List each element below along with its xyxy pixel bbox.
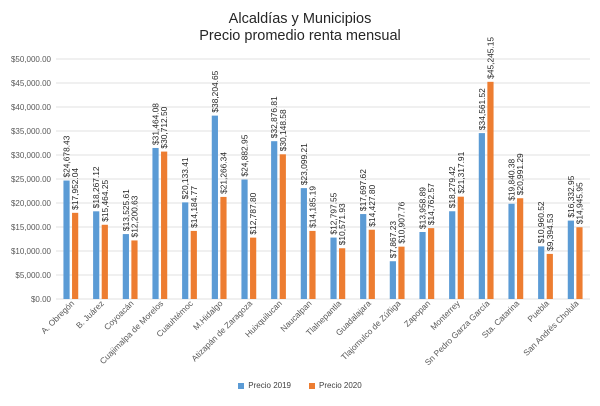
chart-legend: Precio 2019 Precio 2020: [0, 381, 600, 390]
data-label-2019: $17,697.62: [358, 169, 368, 211]
chart-subtitle: Precio promedio renta mensual: [199, 28, 401, 44]
y-tick-label: $15,000.00: [11, 223, 52, 232]
bar-2019: [567, 220, 574, 299]
legend-swatch-2019: [238, 382, 245, 389]
bar-2019: [478, 133, 485, 299]
bar-2020: [72, 212, 79, 299]
data-label-2019: $10,960.52: [536, 201, 546, 243]
y-tick-label: $25,000.00: [11, 175, 52, 184]
data-label-2020: $10,907.76: [396, 201, 406, 243]
bar-2020: [517, 198, 524, 299]
bar-2020: [190, 230, 197, 299]
bar-2020: [101, 224, 108, 299]
data-label-2020: $14,427.80: [367, 184, 377, 226]
data-label-2020: $9,394.53: [545, 213, 555, 251]
bar-2019: [360, 214, 367, 299]
data-label-2020: $21,317.91: [456, 151, 466, 193]
bar-2019: [300, 188, 307, 299]
x-tick-label: San Andrés Cholula: [521, 298, 581, 358]
bar-2019: [122, 234, 129, 299]
bar-2020: [368, 229, 375, 299]
data-label-2019: $18,279.42: [447, 166, 457, 208]
data-label-2019: $18,267.12: [91, 166, 101, 208]
data-label-2020: $21,266.34: [218, 152, 228, 194]
y-tick-label: $35,000.00: [11, 127, 52, 136]
data-label-2020: $14,762.57: [426, 183, 436, 225]
y-tick-label: $5,000.00: [15, 271, 51, 280]
legend-item-2019: Precio 2019: [238, 381, 291, 390]
data-label-2020: $30,712.50: [159, 106, 169, 148]
data-label-2020: $12,200.63: [129, 195, 139, 237]
bar-2019: [449, 211, 456, 299]
bar-2020: [428, 228, 435, 299]
data-label-2020: $15,464.25: [100, 180, 110, 222]
bar-2019: [419, 231, 426, 299]
bar-2019: [538, 246, 545, 299]
bar-2020: [131, 240, 138, 299]
bar-2020: [250, 237, 257, 299]
chart-title: Alcaldías y Municipios: [228, 11, 372, 27]
bar-2020: [161, 151, 168, 299]
legend-swatch-2020: [309, 382, 315, 389]
data-label-2020: $10,571.93: [337, 203, 347, 245]
data-label-2019: $19,840.38: [507, 159, 517, 201]
bar-2019: [93, 211, 100, 299]
data-label-2020: $17,952.04: [70, 168, 80, 210]
y-tick-label: $40,000.00: [11, 103, 52, 112]
data-label-2019: $13,525.61: [121, 189, 131, 231]
data-label-2020: $14,185.19: [307, 186, 317, 228]
bar-2019: [271, 141, 278, 299]
bar-2019: [182, 202, 189, 299]
y-tick-label: $20,000.00: [11, 199, 52, 208]
bar-2020: [309, 230, 316, 299]
bar-2019: [241, 179, 248, 299]
data-label-2020: $45,245.15: [485, 37, 495, 79]
bar-2020: [279, 154, 286, 299]
data-label-2019: $34,561.52: [477, 88, 487, 130]
bar-2019: [211, 115, 218, 300]
bar-2019: [508, 203, 515, 299]
data-label-2019: $31,464.08: [151, 103, 161, 145]
bar-2019: [63, 180, 70, 299]
y-tick-label: $50,000.00: [11, 55, 52, 64]
bar-2020: [339, 248, 346, 299]
y-tick-label: $45,000.00: [11, 79, 52, 88]
bar-2019: [330, 237, 337, 299]
data-label-2020: $30,148.58: [278, 109, 288, 151]
data-label-2019: $16,332.95: [566, 175, 576, 217]
legend-item-2020: Precio 2020: [309, 381, 362, 390]
data-label-2019: $7,867.23: [388, 221, 398, 259]
legend-label-2020: Precio 2020: [319, 381, 362, 390]
bar-2020: [576, 227, 583, 299]
data-label-2019: $23,099.21: [299, 143, 309, 185]
data-label-2019: $24,882.95: [240, 134, 250, 176]
data-label-2019: $12,797.55: [329, 192, 339, 234]
data-label-2020: $20,991.29: [515, 153, 525, 195]
data-label-2019: $24,678.43: [62, 135, 72, 177]
legend-label-2019: Precio 2019: [248, 381, 291, 390]
bar-2020: [487, 81, 494, 300]
bar-2020: [220, 196, 227, 299]
bar-2020: [546, 253, 553, 299]
bar-2020: [457, 196, 464, 299]
data-label-2019: $20,133.41: [180, 157, 190, 199]
y-tick-label: $0.00: [31, 295, 52, 304]
bar-2019: [389, 261, 396, 299]
bar-2020: [398, 246, 405, 299]
data-label-2019: $13,958.89: [418, 187, 428, 229]
data-label-2020: $12,787.80: [248, 192, 258, 234]
data-label-2019: $38,204.65: [210, 70, 220, 112]
data-label-2019: $32,876.81: [269, 96, 279, 138]
y-tick-label: $30,000.00: [11, 151, 52, 160]
y-tick-label: $10,000.00: [11, 247, 52, 256]
data-label-2020: $14,184.77: [189, 186, 199, 228]
data-label-2020: $14,945.95: [574, 182, 584, 224]
bar-2019: [152, 147, 159, 299]
x-tick-label: Tlajomulco de Zúñiga: [339, 298, 403, 362]
x-tick-label: Puebla: [525, 298, 551, 324]
